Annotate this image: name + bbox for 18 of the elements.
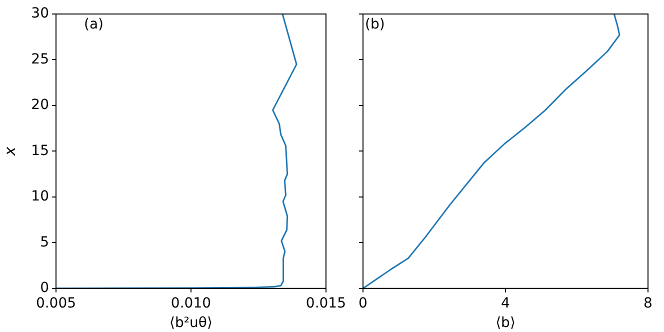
- y-tick-label: 15: [31, 142, 49, 159]
- annotation: (a): [84, 16, 104, 33]
- x-axis-title: ⟨b⟩: [496, 315, 516, 332]
- annotation: (b): [365, 16, 385, 33]
- y-tick-label: 5: [40, 234, 49, 250]
- y-tick-label: 10: [31, 188, 49, 205]
- x-tick-label: 8: [644, 295, 652, 312]
- y-axis-title: x: [0, 146, 19, 157]
- x-tick-label: 0.015: [306, 295, 346, 312]
- y-tick-label: 25: [31, 51, 49, 68]
- x-tick-label: 0.010: [170, 295, 212, 312]
- x-tick-label: 0.005: [36, 295, 76, 312]
- x-tick-label: 0: [358, 295, 368, 312]
- x-tick-label: 4: [501, 295, 510, 312]
- y-tick-label: 0: [40, 280, 49, 296]
- x-axis-title: ⟨b²uθ⟩: [170, 315, 212, 332]
- y-tick-label: 20: [31, 97, 49, 114]
- y-tick-label: 30: [31, 6, 49, 22]
